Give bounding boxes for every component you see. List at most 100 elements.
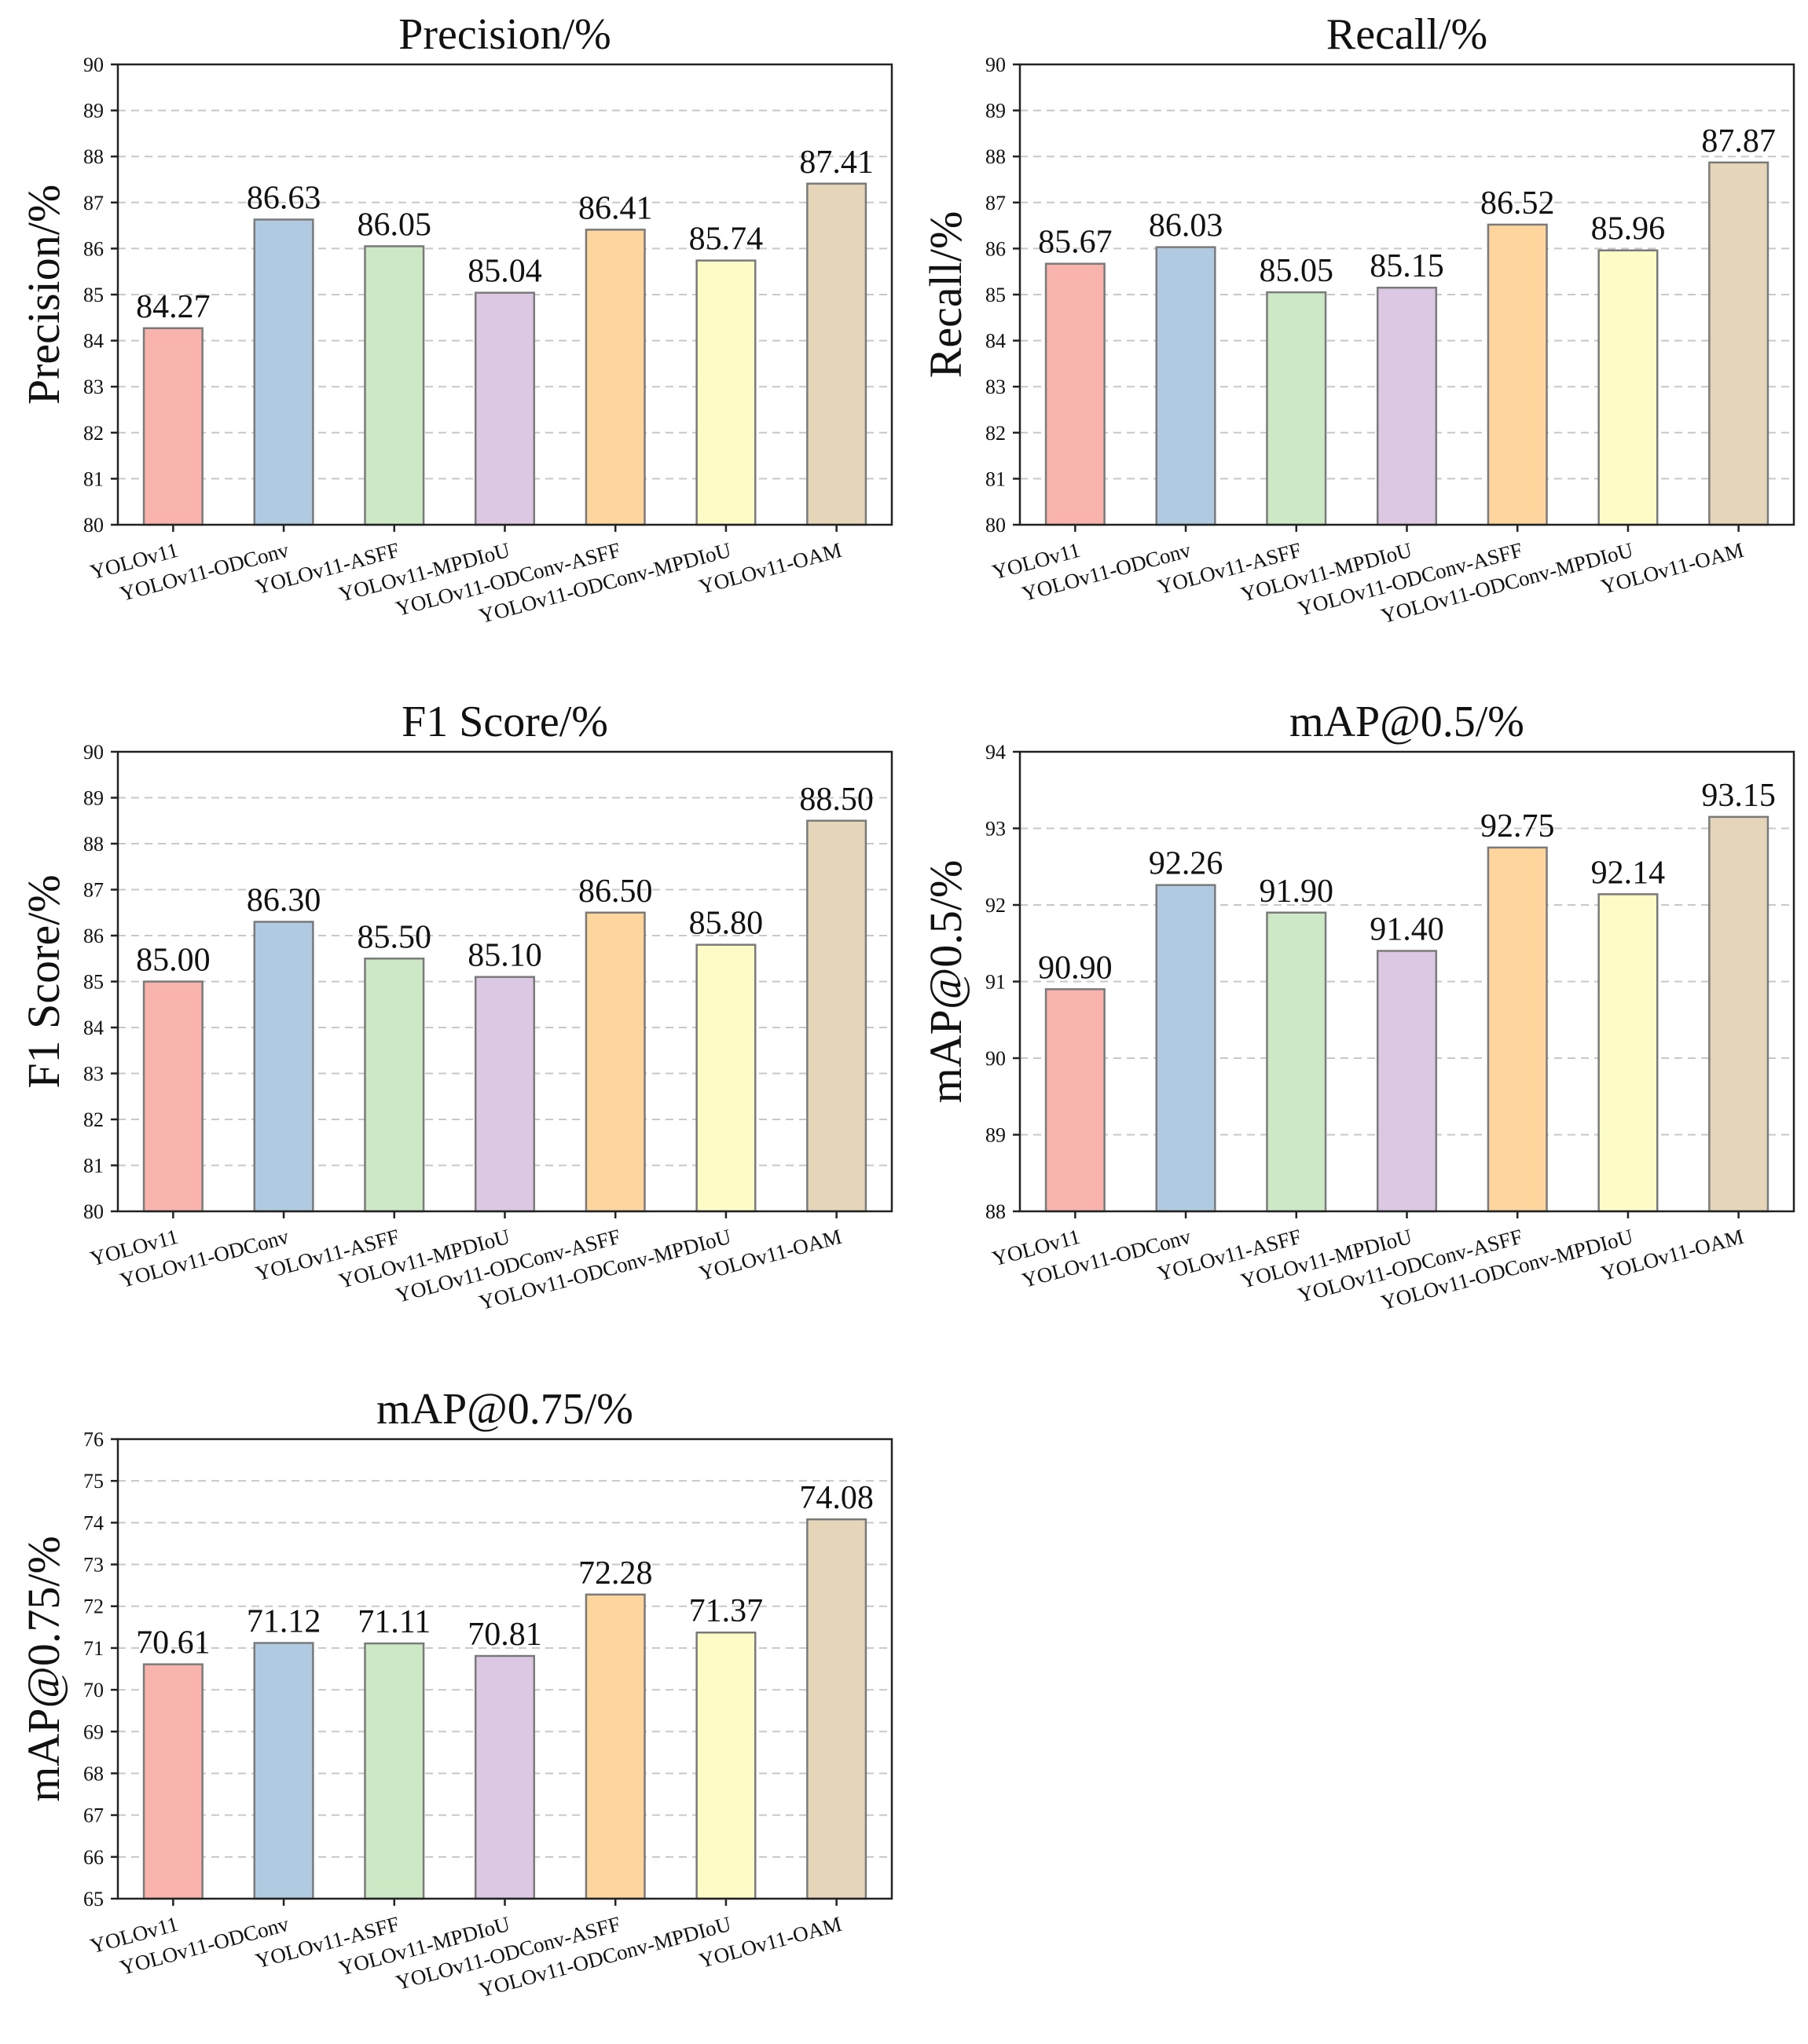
- bar-value-label: 72.28: [578, 1555, 653, 1592]
- y-tick-label: 84: [985, 330, 1006, 353]
- y-axis-label: mAP@0.75/%: [18, 1536, 69, 1802]
- bar-2: [253, 921, 314, 1213]
- y-tick-label: 90: [985, 53, 1006, 76]
- bar-value-label: 85.15: [1370, 248, 1444, 284]
- bar-2: [253, 1642, 314, 1900]
- bar-6: [695, 1631, 757, 1900]
- y-tick-label: 76: [83, 1428, 104, 1451]
- bar-value-label: 70.81: [468, 1617, 542, 1653]
- bar-1: [1044, 262, 1106, 526]
- y-tick-label: 73: [83, 1554, 104, 1577]
- y-tick-label: 85: [83, 284, 104, 306]
- chart-panel-5: 70.61 71.12 71.11 70.81 72.28 71.37 74.08 65 66 6…: [18, 1385, 893, 2002]
- bar-4: [1376, 286, 1438, 526]
- bar-value-label: 91.90: [1260, 874, 1334, 910]
- bar-value-label: 85.74: [689, 222, 764, 258]
- y-tick-label: 85: [985, 284, 1006, 306]
- y-tick-label: 87: [83, 192, 104, 214]
- bar-5: [1487, 846, 1548, 1213]
- y-tick-label: 82: [83, 422, 104, 445]
- bar-value-label: 86.41: [578, 190, 653, 226]
- y-tick-label: 86: [985, 237, 1006, 260]
- bar-value-label: 86.05: [358, 207, 432, 243]
- bar-6: [1597, 249, 1659, 526]
- bar-value-label: 88.50: [799, 782, 874, 818]
- y-axis-label: mAP@0.5/%: [920, 860, 971, 1104]
- bar-6: [695, 943, 757, 1213]
- y-tick-label: 72: [83, 1595, 104, 1618]
- y-tick-label: 89: [83, 787, 104, 810]
- chart-panel-2: 85.67 86.03 85.05 85.15 86.52 85.96 87.87 80 81 8…: [920, 10, 1795, 628]
- bar-value-label: 74.08: [799, 1480, 874, 1516]
- y-tick-label: 87: [83, 879, 104, 902]
- chart-title: Precision/%: [398, 10, 611, 59]
- bar-5: [585, 1593, 646, 1900]
- bar-5: [585, 229, 646, 526]
- y-tick-label: 80: [83, 1200, 104, 1223]
- bar-value-label: 86.03: [1149, 208, 1223, 244]
- bar-value-label: 92.14: [1591, 855, 1666, 891]
- y-tick-label: 80: [83, 514, 104, 537]
- bar-value-label: 71.37: [689, 1593, 764, 1629]
- bar-4: [474, 1654, 536, 1900]
- y-tick-label: 82: [83, 1108, 104, 1131]
- bar-value-label: 91.40: [1370, 912, 1444, 948]
- y-tick-label: 86: [83, 925, 104, 947]
- bar-5: [585, 911, 646, 1213]
- bar-7: [1708, 161, 1769, 526]
- y-tick-label: 82: [985, 422, 1006, 445]
- chart-panel-1: 84.27 86.63 86.05 85.04 86.41 85.74 87.41 80 81 8…: [18, 10, 893, 628]
- bar-value-label: 92.26: [1149, 846, 1223, 882]
- y-tick-label: 93: [985, 818, 1006, 841]
- bar-value-label: 92.75: [1480, 808, 1555, 844]
- y-tick-label: 66: [83, 1846, 104, 1869]
- bar-4: [1376, 950, 1438, 1213]
- y-tick-label: 88: [985, 1200, 1006, 1223]
- bar-4: [474, 976, 536, 1213]
- bar-5: [1487, 223, 1548, 526]
- y-tick-label: 85: [83, 971, 104, 994]
- y-tick-label: 68: [83, 1762, 104, 1785]
- bar-3: [1266, 911, 1327, 1213]
- bar-4: [474, 291, 536, 526]
- bar-value-label: 86.52: [1480, 185, 1555, 222]
- chart-title: mAP@0.5/%: [1289, 698, 1524, 746]
- y-tick-label: 88: [83, 145, 104, 168]
- y-tick-label: 92: [985, 894, 1006, 917]
- bar-3: [1266, 291, 1327, 526]
- y-tick-label: 89: [985, 1124, 1006, 1147]
- bar-7: [1708, 815, 1769, 1213]
- bar-value-label: 86.63: [247, 180, 321, 216]
- y-tick-label: 88: [83, 833, 104, 855]
- bar-1: [142, 980, 204, 1213]
- bar-value-label: 85.50: [358, 919, 432, 955]
- bar-value-label: 85.05: [1260, 253, 1334, 289]
- bar-value-label: 85.10: [468, 938, 542, 974]
- y-tick-label: 94: [985, 741, 1006, 764]
- y-tick-label: 83: [83, 375, 104, 398]
- bar-7: [806, 182, 867, 526]
- y-tick-label: 67: [83, 1804, 104, 1827]
- y-tick-label: 90: [83, 53, 104, 76]
- y-tick-label: 80: [985, 514, 1006, 537]
- bar-7: [806, 1518, 867, 1900]
- y-tick-label: 75: [83, 1470, 104, 1493]
- y-tick-label: 71: [83, 1637, 104, 1660]
- bar-value-label: 85.67: [1038, 225, 1113, 261]
- bar-3: [364, 1642, 425, 1900]
- y-tick-label: 84: [83, 1017, 104, 1039]
- y-tick-label: 81: [83, 1155, 104, 1178]
- bar-value-label: 87.41: [799, 145, 874, 181]
- y-tick-label: 81: [83, 467, 104, 490]
- y-tick-label: 87: [985, 192, 1006, 214]
- y-tick-label: 83: [83, 1063, 104, 1086]
- y-axis-label: Recall/%: [920, 211, 971, 379]
- y-tick-label: 69: [83, 1720, 104, 1743]
- y-tick-label: 81: [985, 467, 1006, 490]
- bar-value-label: 86.30: [247, 882, 321, 918]
- y-tick-label: 70: [83, 1679, 104, 1702]
- bar-value-label: 90.90: [1038, 950, 1113, 986]
- bar-value-label: 85.96: [1591, 211, 1666, 247]
- chart-title: Recall/%: [1326, 10, 1487, 59]
